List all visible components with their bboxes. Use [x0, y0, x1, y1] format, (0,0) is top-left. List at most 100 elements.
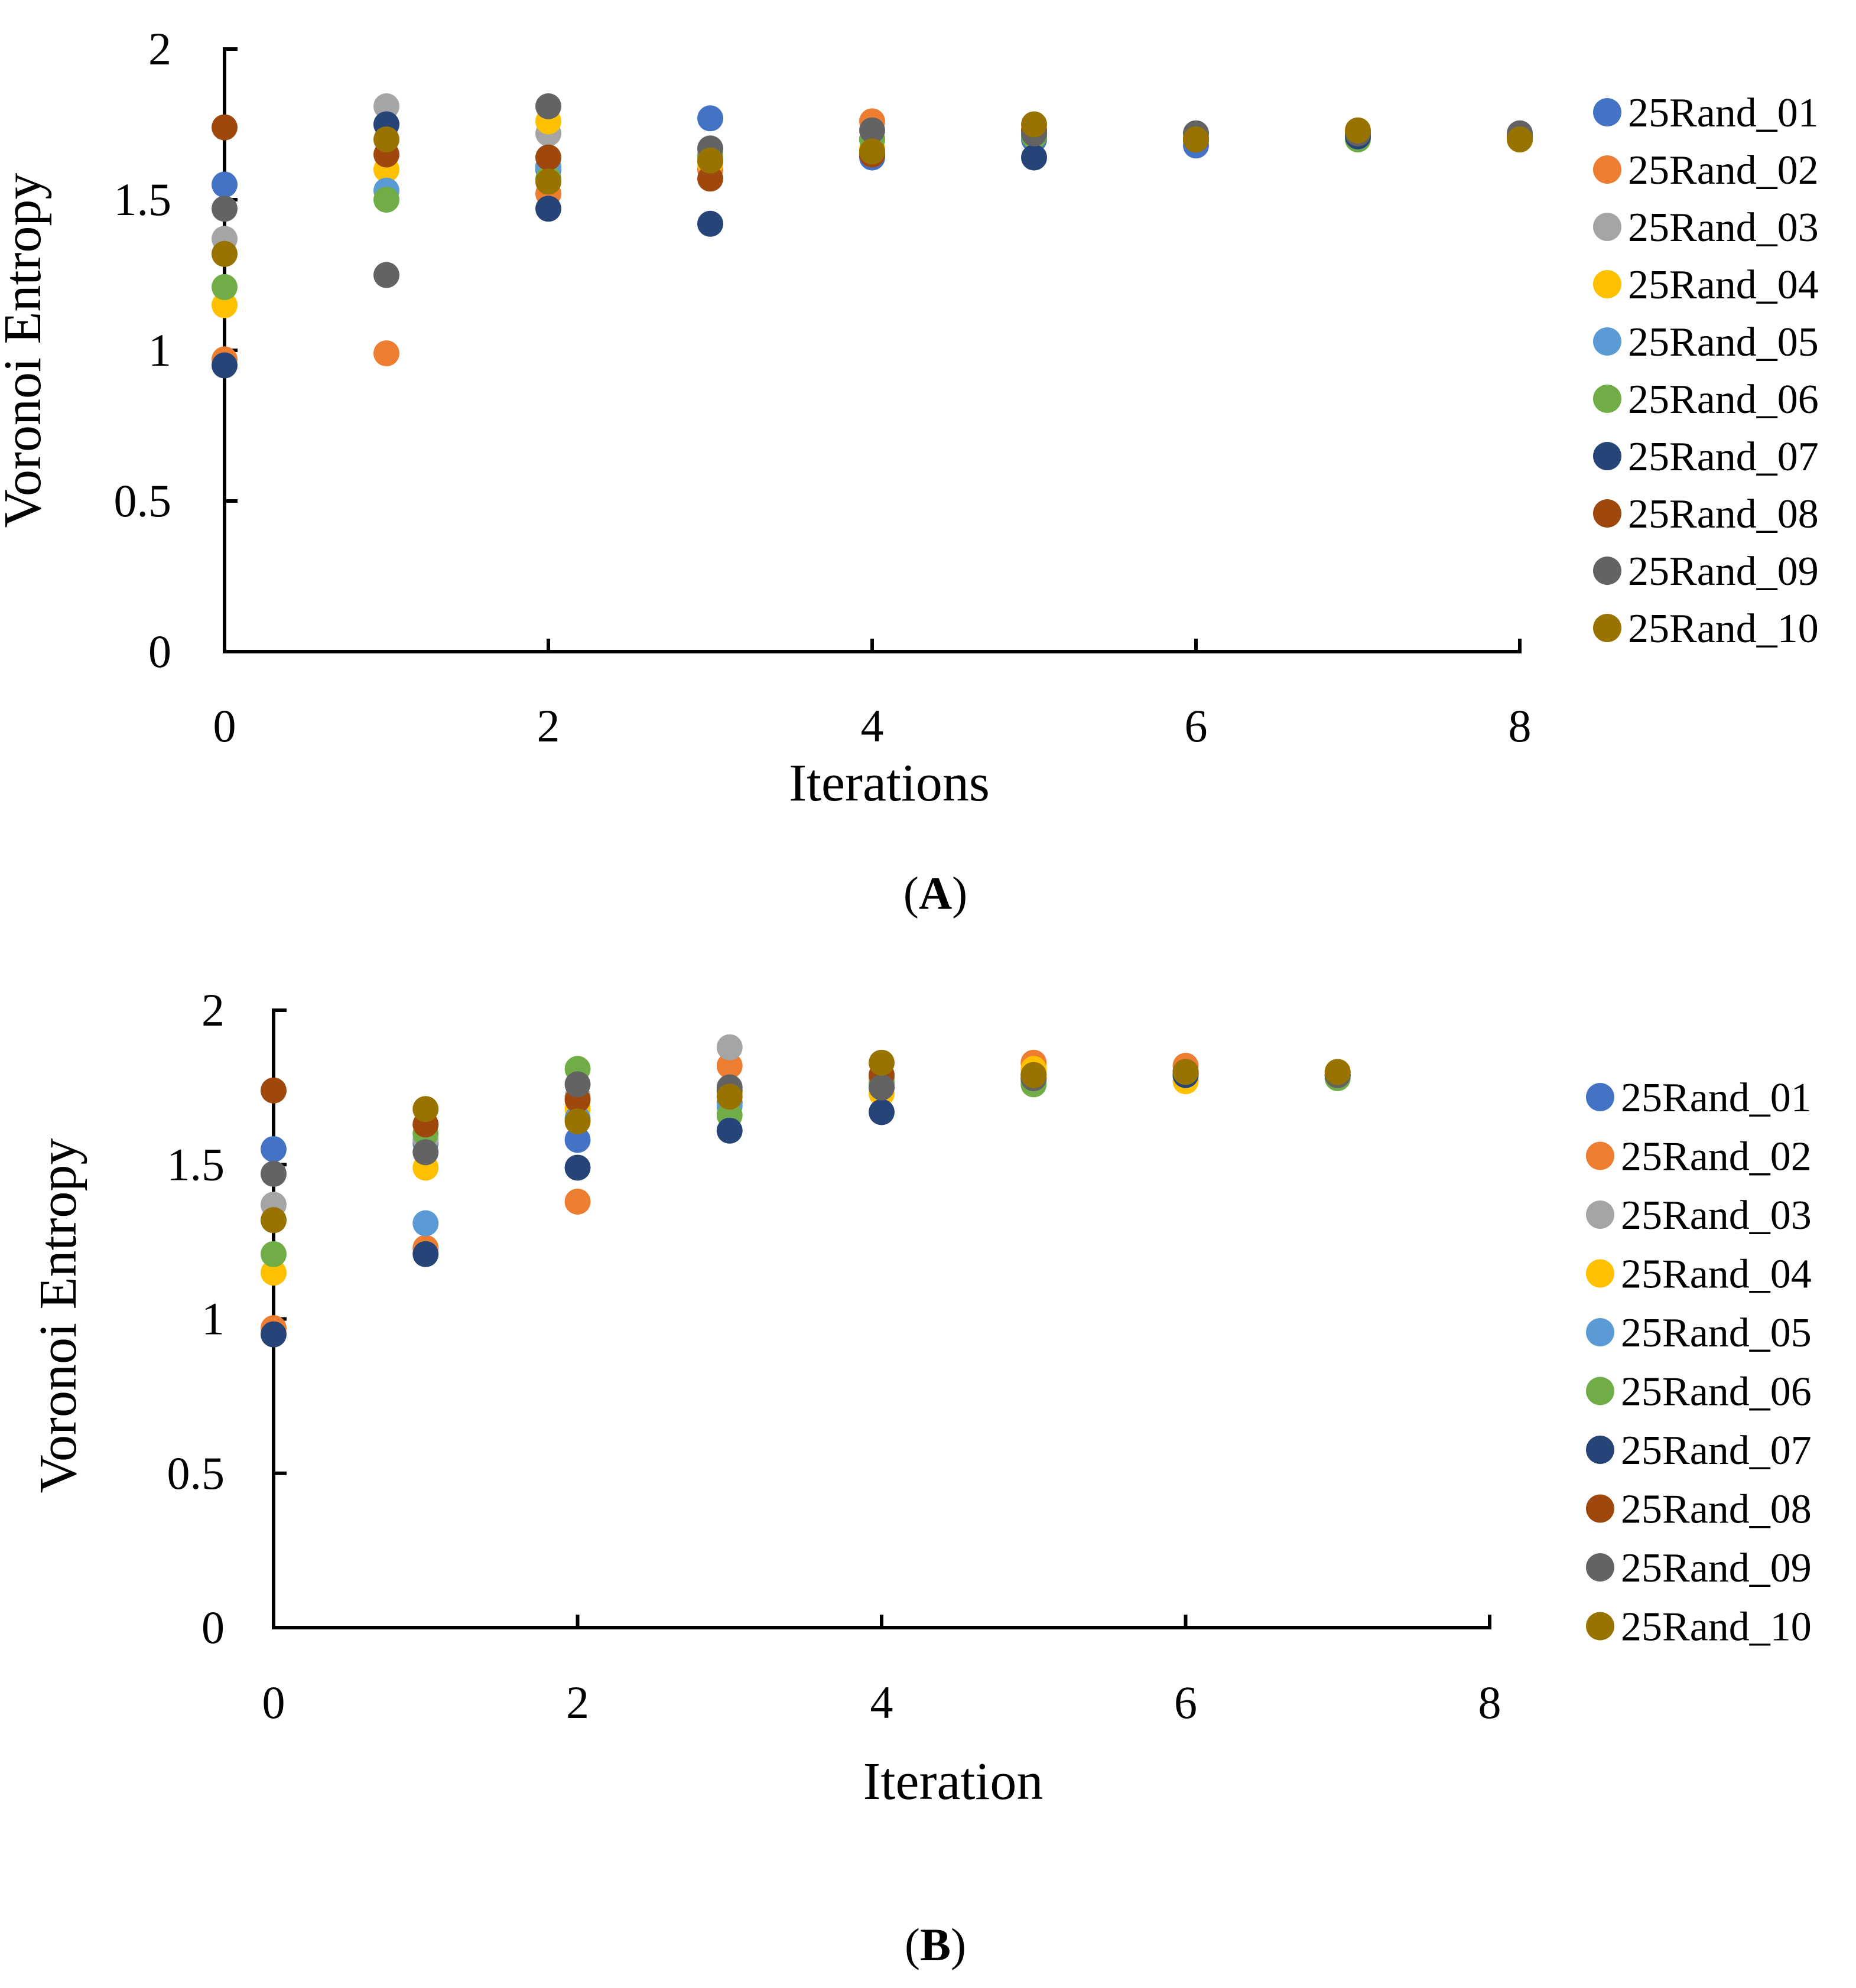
- chart-panel-b: 0 0.5 1 1.5 2 0 2 4 6 8 Iteration Voronoi Entropy 25…: [29, 984, 1812, 1970]
- chart-b-point-25rand-10: [564, 1108, 591, 1135]
- chart-a-point-25rand-07: [697, 210, 723, 237]
- chart-b-x-tick-label: 2: [566, 1677, 589, 1728]
- chart-b-point-25rand-08: [261, 1077, 287, 1104]
- chart-a-legend-label: 25Rand_09: [1628, 549, 1819, 594]
- chart-b-point-25rand-03: [716, 1034, 743, 1060]
- chart-a-point-25rand-06: [212, 274, 238, 300]
- chart-a-legend-label: 25Rand_03: [1628, 205, 1819, 250]
- chart-a-point-25rand-06: [373, 187, 399, 213]
- chart-a-legend-label: 25Rand_06: [1628, 377, 1819, 422]
- chart-b-point-25rand-06: [261, 1241, 287, 1267]
- chart-b-panel-label-open: (: [905, 1919, 920, 1970]
- chart-b-legend-marker: [1586, 1318, 1614, 1346]
- chart-b-legend-marker: [1586, 1612, 1614, 1641]
- chart-a-point-25rand-08: [535, 144, 561, 171]
- chart-a-legend-label: 25Rand_07: [1628, 434, 1819, 480]
- chart-a-point-25rand-07: [535, 196, 561, 222]
- chart-panel-a: 0 0.5 1 1.5 2 0 2 4 6 8 Iterations Voronoi Entropy 2…: [0, 23, 1819, 919]
- chart-b-point-25rand-09: [412, 1139, 439, 1166]
- chart-b-legend-marker: [1586, 1436, 1614, 1464]
- chart-b-y-tick-label: 2: [201, 984, 225, 1036]
- chart-b-x-tick-label: 6: [1174, 1677, 1197, 1728]
- chart-a-x-tick-label: 0: [213, 700, 236, 751]
- chart-a-point-25rand-09: [535, 93, 561, 119]
- chart-b-point-25rand-07: [412, 1241, 439, 1267]
- chart-b-legend-label: 25Rand_02: [1621, 1134, 1812, 1180]
- chart-a-point-25rand-07: [1021, 144, 1047, 171]
- chart-b-legend-label: 25Rand_10: [1621, 1605, 1812, 1650]
- chart-b-point-25rand-10: [869, 1049, 895, 1076]
- chart-b-point-25rand-09: [564, 1071, 591, 1098]
- chart-a-legend-marker: [1593, 270, 1621, 298]
- chart-b-point-25rand-02: [564, 1188, 591, 1215]
- chart-b-point-25rand-09: [261, 1160, 287, 1187]
- chart-a-y-tick-label: 1: [148, 324, 171, 376]
- chart-b-y-tick-label: 1.5: [167, 1138, 225, 1190]
- chart-b-legend-label: 25Rand_07: [1621, 1428, 1812, 1473]
- chart-a-point-25rand-10: [1507, 126, 1533, 152]
- chart-b-legend-marker: [1586, 1553, 1614, 1582]
- chart-a-legend: 25Rand_01 25Rand_02 25Rand_03 25Rand_04 25Ra…: [1593, 90, 1819, 652]
- chart-a-legend-label: 25Rand_05: [1628, 320, 1819, 365]
- chart-b-point-25rand-02: [716, 1053, 743, 1079]
- chart-a-y-tick-label: 0: [148, 626, 171, 677]
- chart-a-panel-label-open: (: [903, 867, 919, 919]
- chart-b-point-25rand-10: [1324, 1059, 1351, 1085]
- chart-b-point-25rand-07: [564, 1154, 591, 1181]
- chart-b-legend-label: 25Rand_03: [1621, 1193, 1812, 1238]
- chart-a-panel-label-close: ): [952, 867, 967, 919]
- chart-b-legend-label: 25Rand_05: [1621, 1310, 1812, 1356]
- chart-a-point-25rand-09: [212, 196, 238, 222]
- chart-b-point-25rand-05: [412, 1210, 439, 1237]
- chart-b-legend-marker: [1586, 1200, 1614, 1229]
- chart-a-x-tick-label: 6: [1185, 700, 1208, 751]
- chart-a-x-tick-label: 4: [861, 700, 884, 751]
- chart-a-point-25rand-10: [1183, 126, 1209, 152]
- chart-a-point-25rand-09: [373, 262, 399, 288]
- chart-b-point-25rand-09: [869, 1074, 895, 1101]
- chart-b-legend-marker: [1586, 1083, 1614, 1111]
- chart-a-legend-marker: [1593, 499, 1621, 528]
- chart-b-point-25rand-07: [716, 1117, 743, 1144]
- chart-a-legend-label: 25Rand_04: [1628, 262, 1819, 308]
- chart-b-point-25rand-04: [261, 1260, 287, 1286]
- chart-b-legend-marker: [1586, 1494, 1614, 1523]
- chart-b-y-axis-title: Voronoi Entropy: [29, 1138, 87, 1494]
- chart-b-legend-label: 25Rand_06: [1621, 1369, 1812, 1415]
- chart-b-panel-label: (B): [905, 1919, 966, 1970]
- chart-b-legend-label: 25Rand_04: [1621, 1252, 1812, 1297]
- chart-a-legend-marker: [1593, 385, 1621, 413]
- chart-a-point-25rand-09: [859, 117, 885, 144]
- chart-a-point-25rand-10: [212, 240, 238, 267]
- chart-a-point-25rand-10: [535, 168, 561, 195]
- chart-a-x-axis-title: Iterations: [789, 754, 990, 812]
- chart-a-legend-marker: [1593, 614, 1621, 642]
- chart-b-point-25rand-10: [1020, 1062, 1047, 1088]
- chart-b-point-25rand-07: [869, 1099, 895, 1125]
- chart-a-point-25rand-10: [373, 126, 399, 152]
- chart-a-legend-label: 25Rand_10: [1628, 606, 1819, 652]
- chart-b-point-25rand-10: [1172, 1059, 1199, 1085]
- chart-a-x-tick-label: 2: [537, 700, 560, 751]
- chart-b-point-25rand-01: [564, 1127, 591, 1153]
- chart-a-legend-label: 25Rand_08: [1628, 492, 1819, 537]
- chart-a-point-25rand-10: [1345, 117, 1371, 144]
- chart-a-legend-marker: [1593, 155, 1621, 184]
- chart-a-y-tick-label: 2: [148, 23, 171, 74]
- chart-b-panel-label-letter: B: [920, 1919, 951, 1970]
- chart-b-x-tick-label: 4: [870, 1677, 893, 1728]
- chart-a-point-25rand-03: [373, 93, 399, 119]
- chart-b-point-25rand-10: [716, 1084, 743, 1110]
- chart-b-legend-label: 25Rand_08: [1621, 1487, 1812, 1533]
- chart-b-x-axis-title: Iteration: [863, 1752, 1044, 1811]
- chart-b-point-25rand-01: [261, 1136, 287, 1163]
- chart-b-point-25rand-10: [412, 1096, 439, 1122]
- chart-a-point-25rand-07: [212, 352, 238, 379]
- chart-a-y-axis-title: Voronoi Entropy: [0, 173, 52, 528]
- chart-a-point-25rand-08: [212, 114, 238, 141]
- chart-b-legend-label: 25Rand_01: [1621, 1075, 1812, 1121]
- chart-a-point-25rand-04: [212, 292, 238, 318]
- chart-b-legend-marker: [1586, 1259, 1614, 1288]
- chart-b-x-tick-label: 8: [1478, 1677, 1501, 1728]
